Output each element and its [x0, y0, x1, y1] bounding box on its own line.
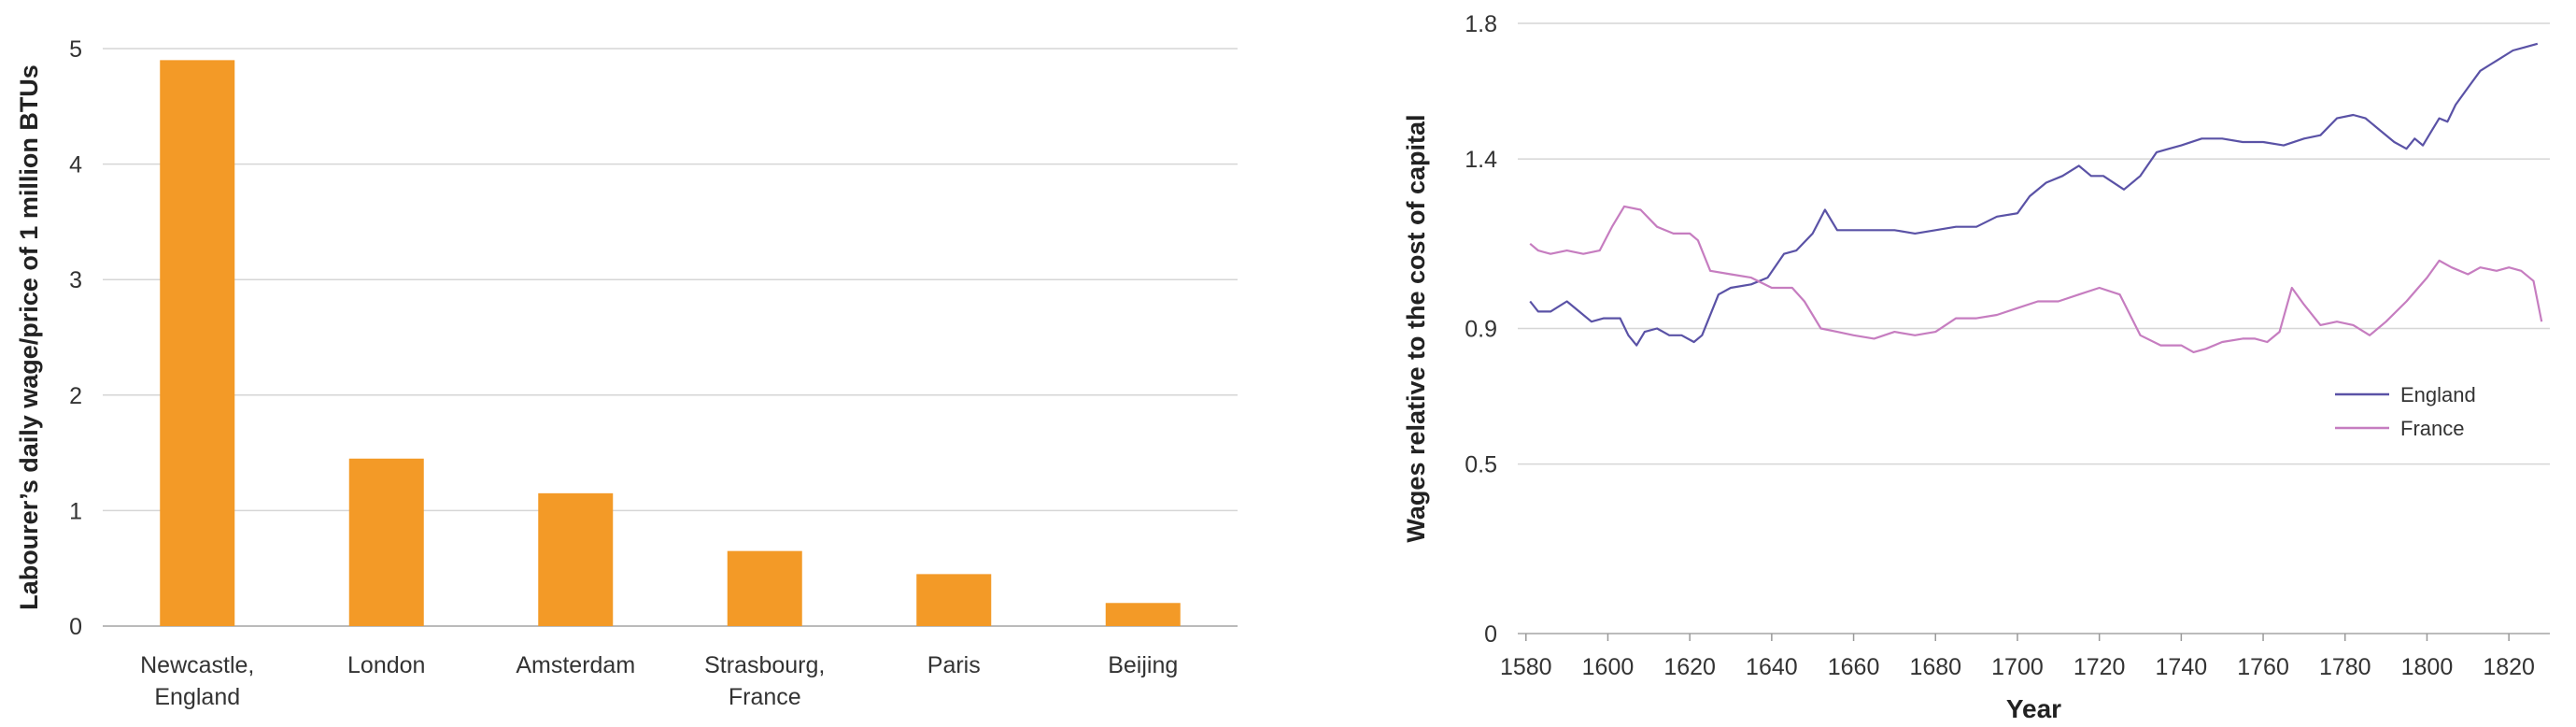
line-x-tick-label: 1720 — [2074, 654, 2126, 680]
line-x-tick-label: 1660 — [1828, 654, 1880, 680]
bar-y-tick-label: 2 — [69, 383, 82, 409]
line-x-tick-label: 1740 — [2156, 654, 2208, 680]
line-y-tick-label: 0 — [1484, 621, 1497, 648]
line-y-tick-label: 0.5 — [1465, 452, 1497, 478]
bar-chart: 0 1 2 3 4 5 Newcastle, England London Amsterdam St… — [15, 36, 1238, 710]
line-x-tick-label: 1580 — [1500, 654, 1552, 680]
line-chart: 0 0.5 0.9 1.4 1.8 1580 1600 1620 1640 1660 1680 170… — [1402, 11, 2550, 723]
line-x-tick-label: 1820 — [2483, 654, 2535, 680]
line-x-tick-label: 1760 — [2237, 654, 2289, 680]
line-y-tick-label: 1.4 — [1465, 147, 1497, 173]
bar-x-tick-label: Newcastle, England — [140, 652, 254, 710]
line-x-axis-label: Year — [2006, 694, 2061, 723]
line-x-tick-label: 1700 — [1991, 654, 2044, 680]
line-y-tick-label: 0.9 — [1465, 317, 1497, 343]
bar-y-tick-label: 1 — [69, 498, 82, 524]
bar — [916, 574, 992, 626]
line-y-axis-label: Wages relative to the cost of capital — [1402, 114, 1430, 542]
bar-y-tick-label: 5 — [69, 36, 82, 63]
bar-y-tick-label: 0 — [69, 614, 82, 640]
bar — [1105, 603, 1181, 626]
line-x-tick-label: 1780 — [2319, 654, 2371, 680]
legend-label: France — [2400, 417, 2464, 440]
series-line-england — [1529, 42, 2539, 347]
bar-x-tick-label: Paris — [927, 652, 981, 678]
line-x-tick-label: 1600 — [1582, 654, 1635, 680]
line-x-tick-label: 1800 — [2401, 654, 2454, 680]
legend-label: England — [2400, 383, 2476, 406]
series-line-france — [1529, 205, 2543, 353]
bar — [160, 60, 235, 627]
bar-x-tick-label: Strasbourg, France — [704, 652, 825, 710]
line-x-tick-label: 1620 — [1663, 654, 1716, 680]
line-x-tick-label: 1680 — [1909, 654, 1961, 680]
bar — [348, 458, 424, 626]
bar-x-tick-label: London — [347, 652, 425, 678]
bar-y-tick-label: 4 — [69, 152, 82, 178]
line-y-tick-label: 1.8 — [1465, 11, 1497, 37]
bar-y-tick-label: 3 — [69, 267, 82, 293]
bar-x-tick-label: Beijing — [1108, 652, 1178, 678]
line-x-tick-label: 1640 — [1746, 654, 1798, 680]
bar-y-axis-label: Labourer’s daily wage/price of 1 million… — [15, 64, 43, 610]
bar — [538, 492, 614, 626]
bar-x-tick-label: Amsterdam — [516, 652, 635, 678]
bar — [727, 550, 802, 626]
